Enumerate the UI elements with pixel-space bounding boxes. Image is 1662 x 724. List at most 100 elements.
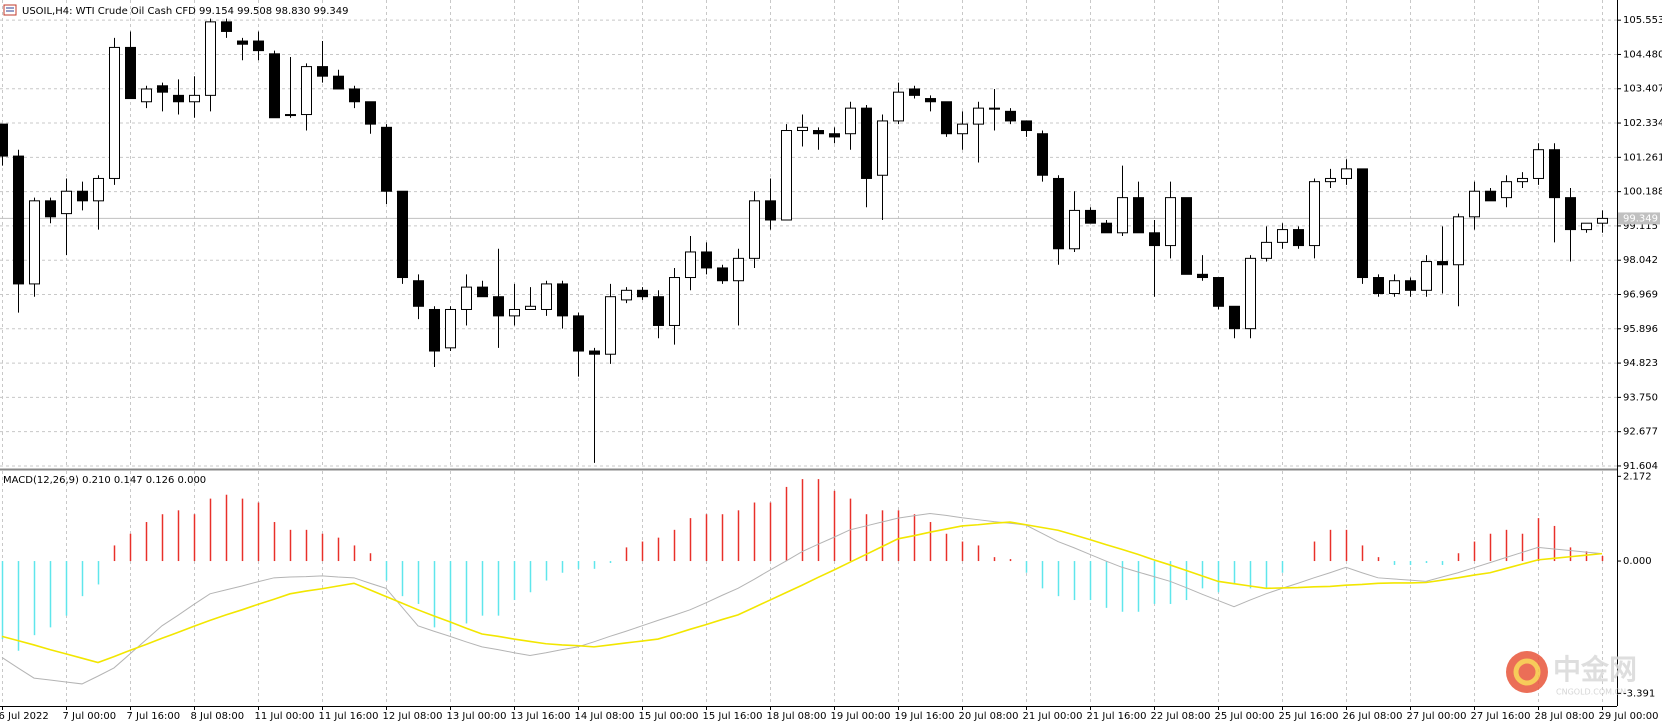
candle-down bbox=[1565, 197, 1576, 231]
candle-up bbox=[285, 114, 296, 117]
candle-down bbox=[1085, 209, 1096, 224]
candle-down bbox=[941, 101, 952, 135]
candle-down bbox=[1005, 110, 1016, 122]
candle-up bbox=[1341, 168, 1352, 179]
y-tick-label: 101.261 bbox=[1623, 152, 1662, 163]
x-tick-label: 12 Jul 08:00 bbox=[383, 711, 443, 722]
candle-up bbox=[141, 88, 152, 103]
x-tick-label: 26 Jul 08:00 bbox=[1343, 711, 1403, 722]
x-tick-label: 21 Jul 00:00 bbox=[1023, 711, 1083, 722]
candle-up bbox=[93, 177, 104, 202]
candle-up bbox=[621, 289, 632, 301]
candle-down bbox=[1197, 273, 1208, 279]
candle-down bbox=[0, 123, 8, 157]
candle-down bbox=[429, 308, 440, 352]
candle-down bbox=[1549, 149, 1560, 199]
candle-up bbox=[1421, 261, 1432, 291]
x-tick-label: 11 Jul 00:00 bbox=[255, 711, 315, 722]
x-tick-label: 15 Jul 16:00 bbox=[703, 711, 763, 722]
candle-up bbox=[29, 200, 40, 285]
candle-down bbox=[589, 350, 600, 355]
candle-down bbox=[1149, 232, 1160, 247]
candle-down bbox=[77, 190, 88, 202]
candle-down bbox=[333, 75, 344, 90]
y-tick-label: 102.334 bbox=[1623, 118, 1662, 129]
y-tick-label: 2.172 bbox=[1623, 471, 1652, 482]
candle-down bbox=[1213, 277, 1224, 307]
x-tick-label: 21 Jul 16:00 bbox=[1087, 711, 1147, 722]
y-tick-label: 103.407 bbox=[1623, 84, 1662, 95]
macd-main-line bbox=[1, 512, 1603, 685]
candle-down bbox=[1485, 190, 1496, 202]
candle-up bbox=[1261, 241, 1272, 259]
candle-down bbox=[397, 190, 408, 279]
x-tick-label: 27 Jul 00:00 bbox=[1407, 711, 1467, 722]
candle-up bbox=[973, 107, 984, 125]
candle-up bbox=[1581, 222, 1592, 231]
candle-down bbox=[237, 40, 248, 45]
candle-up bbox=[605, 296, 616, 355]
macd-signal-line bbox=[1, 521, 1603, 664]
candle-down bbox=[13, 155, 24, 285]
y-tick-label: 105.553 bbox=[1623, 15, 1662, 26]
candle-down bbox=[253, 40, 264, 52]
candle-up bbox=[1277, 229, 1288, 243]
candle-down bbox=[909, 88, 920, 96]
candle-up bbox=[1245, 257, 1256, 330]
candle-down bbox=[269, 53, 280, 119]
candle-down bbox=[1405, 280, 1416, 291]
candle-up bbox=[749, 200, 760, 259]
x-tick-label: 19 Jul 00:00 bbox=[831, 711, 891, 722]
candle-up bbox=[1389, 280, 1400, 295]
candle-down bbox=[221, 21, 232, 32]
candle-down bbox=[413, 280, 424, 307]
candle-down bbox=[573, 315, 584, 352]
x-tick-label: 19 Jul 16:00 bbox=[895, 711, 955, 722]
candle-up bbox=[1501, 181, 1512, 199]
candle-down bbox=[493, 296, 504, 317]
candle-down bbox=[1037, 133, 1048, 176]
x-tick-label: 25 Jul 00:00 bbox=[1215, 711, 1275, 722]
y-tick-label: 99.115 bbox=[1623, 221, 1658, 232]
candle-up bbox=[205, 21, 216, 96]
candle-up bbox=[1325, 177, 1336, 183]
candle-down bbox=[765, 200, 776, 221]
x-tick-label: 13 Jul 00:00 bbox=[447, 711, 507, 722]
candle-down bbox=[1181, 197, 1192, 275]
chart-title: USOIL,H4: WTI Crude Oil Cash CFD 99.154 … bbox=[22, 6, 348, 17]
candle-up bbox=[1533, 149, 1544, 179]
candle-down bbox=[381, 126, 392, 192]
candle-up bbox=[1117, 197, 1128, 234]
candle-up bbox=[797, 126, 808, 132]
candle-up bbox=[877, 120, 888, 176]
x-tick-label: 13 Jul 16:00 bbox=[511, 711, 571, 722]
candle-down bbox=[653, 296, 664, 326]
x-tick-label: 11 Jul 16:00 bbox=[319, 711, 379, 722]
watermark-text: 中金网 bbox=[1553, 653, 1637, 686]
x-tick-label: 28 Jul 08:00 bbox=[1535, 711, 1595, 722]
candle-up bbox=[669, 277, 680, 326]
candle-up bbox=[893, 91, 904, 122]
candle-down bbox=[717, 267, 728, 282]
candle-down bbox=[1133, 197, 1144, 234]
last-price-box bbox=[1618, 212, 1660, 225]
candle-up bbox=[957, 123, 968, 135]
candle-down bbox=[1053, 177, 1064, 250]
candle-up bbox=[109, 46, 120, 179]
candle-down bbox=[365, 101, 376, 125]
watermark: 中金网 CNGOLD.COM.CN bbox=[1506, 651, 1637, 697]
x-tick-label: 18 Jul 08:00 bbox=[767, 711, 827, 722]
x-tick-label: 6 Jul 2022 bbox=[0, 711, 49, 722]
candle-up bbox=[1453, 216, 1464, 266]
candle-up bbox=[445, 308, 456, 349]
candle-up bbox=[781, 130, 792, 221]
candle-down bbox=[173, 94, 184, 103]
y-tick-label: 100.188 bbox=[1623, 187, 1662, 198]
candle-up bbox=[189, 94, 200, 103]
candle-up bbox=[301, 66, 312, 116]
candle-down bbox=[349, 88, 360, 103]
x-tick-label: 7 Jul 16:00 bbox=[127, 711, 181, 722]
candle-down bbox=[557, 283, 568, 317]
candle-up bbox=[61, 190, 72, 215]
